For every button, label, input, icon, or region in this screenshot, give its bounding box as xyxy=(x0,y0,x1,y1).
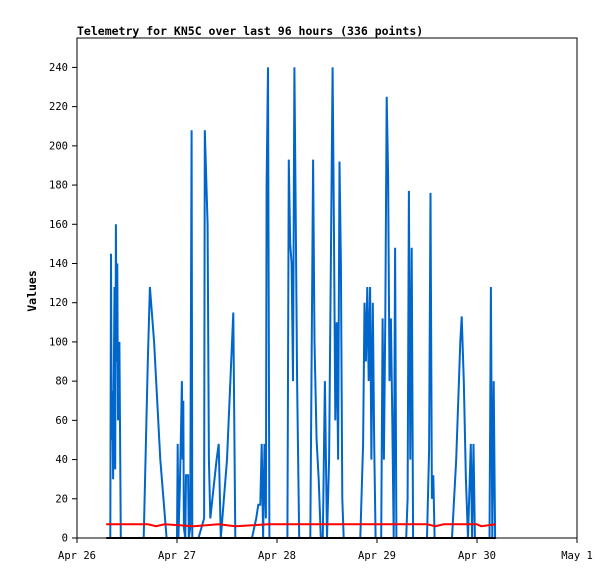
x-tick-label: Apr 26 xyxy=(58,550,96,562)
plot-frame xyxy=(76,37,578,539)
y-tick-label: 40 xyxy=(55,454,68,466)
x-tick-label: May 1 xyxy=(561,550,593,562)
y-tick-label: 240 xyxy=(49,62,68,74)
y-axis: 0 20 40 60 80 100 120 140 160 180 200 220 240 xyxy=(49,62,77,545)
x-tick-label: Apr 28 xyxy=(258,550,296,562)
chart-title: Telemetry for KN5C over last 96 hours (3… xyxy=(77,24,423,38)
y-tick-label: 60 xyxy=(55,415,68,427)
y-tick-label: 0 xyxy=(62,533,68,545)
x-tick-label: Apr 29 xyxy=(358,550,396,562)
series-line-0 xyxy=(109,67,497,539)
y-tick-label: 20 xyxy=(55,493,68,505)
series-layer xyxy=(106,67,497,539)
x-tick-label: Apr 27 xyxy=(158,550,196,562)
y-tick-label: 200 xyxy=(49,140,68,152)
x-tick-label: Apr 30 xyxy=(458,550,496,562)
y-axis-label: Values xyxy=(25,270,39,312)
x-axis: Apr 26 Apr 27 Apr 28 Apr 29 Apr 30 May 1 xyxy=(58,538,593,562)
y-tick-label: 80 xyxy=(55,376,68,388)
y-tick-label: 140 xyxy=(49,258,68,270)
y-tick-label: 180 xyxy=(49,180,68,192)
y-tick-label: 160 xyxy=(49,219,68,231)
y-tick-label: 220 xyxy=(49,101,68,113)
y-tick-label: 120 xyxy=(49,297,68,309)
y-tick-label: 100 xyxy=(49,336,68,348)
series-line-1 xyxy=(106,523,496,528)
